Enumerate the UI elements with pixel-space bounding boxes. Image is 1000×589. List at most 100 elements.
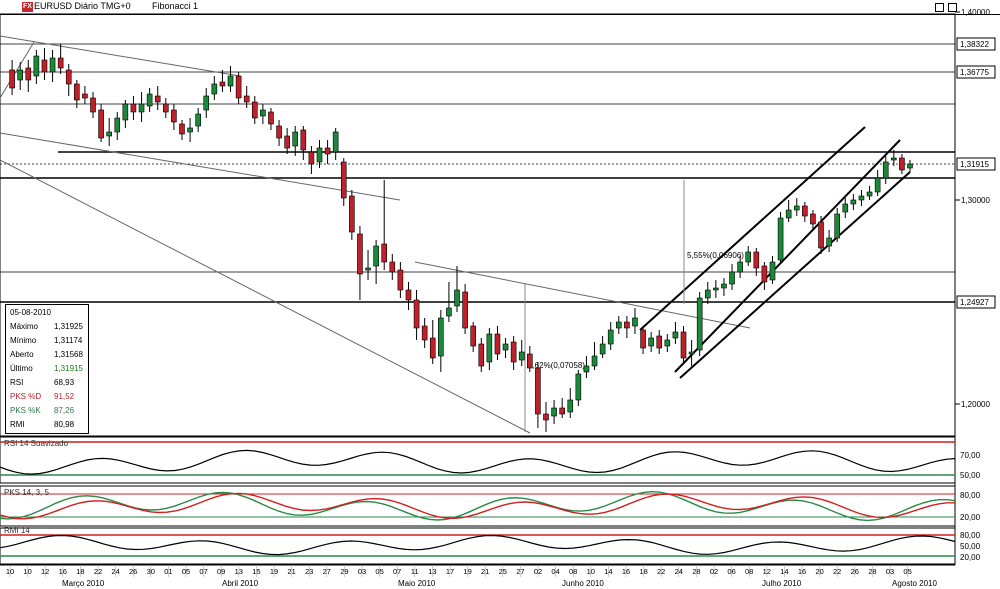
date-label: 22: [657, 567, 665, 576]
rmi-label: RMI 14: [4, 526, 30, 535]
info-row: Último 1,31915: [8, 363, 86, 375]
candle-body: [810, 213, 816, 225]
trendline-short: [0, 41, 35, 99]
price-label-box: [956, 157, 996, 171]
date-label: 03: [358, 567, 366, 576]
date-label: 13: [428, 567, 436, 576]
candle-body: [874, 177, 881, 193]
info-value: 80,98: [54, 420, 75, 429]
date-label: 28: [868, 567, 876, 576]
maximize-icon[interactable]: [948, 3, 957, 12]
info-value: 1,31915: [54, 364, 83, 373]
info-value: 68,93: [54, 378, 75, 387]
date-label: 05: [903, 567, 911, 576]
candle-body: [591, 355, 598, 367]
date-label: 22: [94, 567, 102, 576]
info-value: 87,26: [54, 406, 75, 415]
ohlc-info-box: 05-08-2010 Máximo 1,31925 Mínimo 1,31174 Aber…: [5, 304, 89, 434]
fibonacci-tool-label[interactable]: Fibonacci 1: [152, 1, 199, 11]
candle-body: [292, 131, 299, 147]
candle-body: [575, 373, 582, 401]
info-row: RSI 68,93: [8, 377, 86, 389]
info-value: 1,31568: [54, 350, 83, 359]
candle-body: [114, 117, 121, 133]
date-label: 24: [111, 567, 119, 576]
month-label: Julho 2010: [762, 579, 802, 588]
candle-body: [251, 101, 258, 119]
rmi-level-label: 80,00: [960, 531, 981, 540]
candle-body: [235, 75, 242, 99]
candle-body: [381, 243, 388, 263]
rmi-level-label: 50,00: [960, 542, 981, 551]
date-label: 20: [815, 567, 823, 576]
candle-body: [179, 123, 185, 135]
candle-body: [98, 109, 104, 139]
month-label: Maio 2010: [398, 579, 436, 588]
date-label: 18: [76, 567, 84, 576]
candle-body: [785, 209, 792, 219]
price-tick-label: 1,20000: [961, 400, 990, 409]
date-label: 07: [199, 567, 207, 576]
candle-body: [721, 283, 727, 289]
price-level-label: 1,24927: [960, 298, 989, 307]
rsi-line: [0, 449, 956, 475]
date-label: 26: [851, 567, 859, 576]
candle-body: [340, 161, 347, 199]
candle-body: [761, 265, 768, 283]
annotation-lower-move: 5,62%(0,07058): [528, 361, 585, 370]
candle-body: [696, 297, 703, 351]
candle-body: [405, 289, 412, 301]
pks-k-line: [0, 490, 956, 522]
candle-body: [195, 113, 201, 127]
candle-body: [219, 81, 226, 87]
price-tick-label: 1,40000: [961, 8, 990, 17]
pks-label: PKS 14, 3, 5: [4, 488, 49, 497]
date-label: 28: [692, 567, 700, 576]
candle-body: [316, 147, 323, 163]
candle-body: [65, 69, 72, 85]
candle-body: [648, 337, 654, 347]
date-label: 21: [287, 567, 295, 576]
candle-body: [745, 251, 752, 263]
price-label-box: [956, 37, 996, 51]
candle-body: [203, 95, 210, 111]
date-label: 16: [622, 567, 630, 576]
candle-body: [502, 343, 509, 351]
candle-body: [632, 317, 638, 327]
minimize-icon[interactable]: [935, 3, 944, 12]
info-row: Mínimo 1,31174: [8, 335, 86, 347]
candle-body: [470, 325, 476, 347]
candle-body: [688, 351, 695, 355]
date-label: 10: [587, 567, 595, 576]
month-label: Agosto 2010: [892, 579, 937, 588]
date-label: 16: [798, 567, 806, 576]
candle-body: [680, 331, 687, 359]
candle-body: [268, 111, 274, 125]
candle-body: [551, 407, 557, 417]
date-label: 12: [763, 567, 771, 576]
candle-body: [90, 97, 96, 113]
candle-body: [74, 83, 80, 101]
candle-body: [33, 55, 40, 77]
date-label: 23: [305, 567, 313, 576]
info-label: RMI: [10, 420, 25, 429]
info-row: PKS %K 87,26: [8, 405, 86, 417]
candle-body: [357, 233, 363, 275]
trendline-down-4: [414, 261, 751, 329]
candle-body: [365, 267, 371, 271]
candle-body: [17, 69, 24, 81]
pks-panel-frame: [0, 485, 956, 527]
candle-body: [130, 103, 137, 113]
info-value: 91,52: [54, 392, 75, 401]
trendline-down-1: [0, 35, 241, 77]
rmi-line: [0, 534, 956, 556]
rsi-label: RSI 14 Suavizado: [4, 439, 69, 448]
candle-body: [656, 335, 663, 349]
candle-body: [713, 287, 719, 291]
rsi-level-label: 50,00: [960, 471, 981, 480]
info-label: Máximo: [10, 322, 39, 331]
candle-body: [729, 271, 735, 285]
symbol-title[interactable]: EURUSD Diário TMG+0: [34, 1, 131, 11]
